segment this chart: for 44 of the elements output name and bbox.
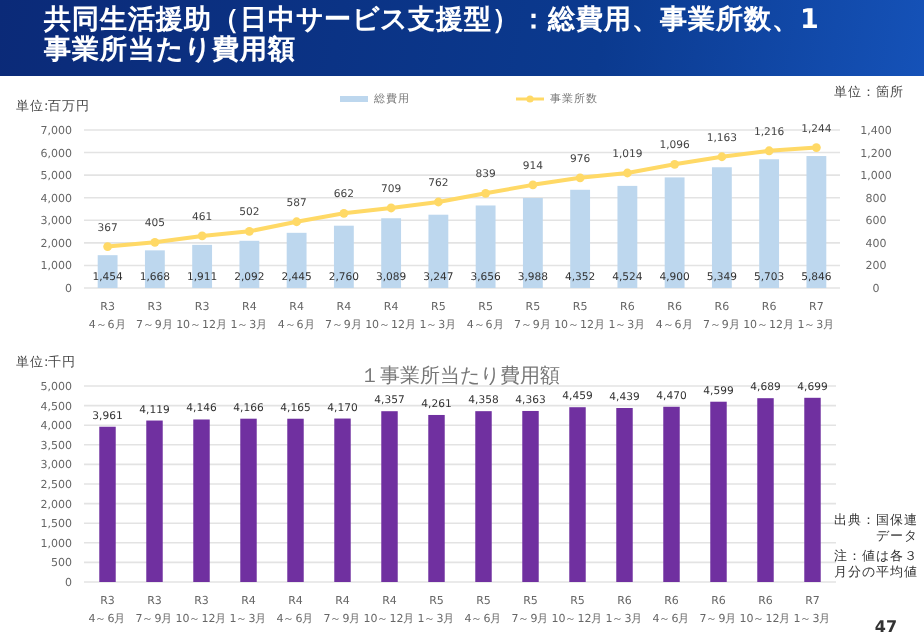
bar [616,407,633,582]
bar [239,240,260,288]
point [339,208,349,218]
bar [663,406,680,582]
bar [287,418,304,582]
point [197,231,207,241]
bar [757,398,774,582]
bar [240,418,257,582]
chart-title: 共同生活援助（日中サービス支援型）：総費用、事業所数、1事業所当たり費用額 [44,4,821,66]
bar [428,214,449,288]
point [103,242,113,251]
point [717,152,727,162]
bar [193,419,210,582]
point [150,237,160,247]
bar [381,411,398,582]
bar [334,418,351,582]
bar [664,177,685,288]
bar [286,232,307,288]
point [433,197,443,207]
point [528,180,538,190]
bar [522,410,539,582]
point [811,143,821,153]
bar [759,159,780,288]
point [764,146,774,156]
bar [99,426,116,582]
bar [710,401,727,582]
bar [475,205,496,288]
point [386,203,396,213]
point [622,168,632,178]
bar [381,218,402,288]
bar [806,156,827,288]
point [244,226,254,236]
bar [192,244,213,288]
bar [475,411,492,582]
point [575,173,585,183]
point [481,188,491,198]
bar [428,414,445,582]
bar [146,420,163,582]
point [292,217,302,227]
point [670,159,680,169]
text: 47 [874,618,898,636]
bar [804,397,821,582]
bar [569,407,586,582]
chart-title: １事業所当たり費用額 [360,364,560,388]
